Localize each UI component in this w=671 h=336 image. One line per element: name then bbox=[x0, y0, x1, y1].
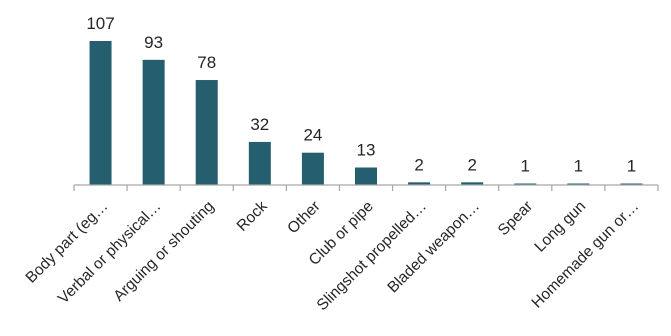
x-tick-labels-layer: Body part (eg…Verbal or physical…Arguing… bbox=[23, 198, 643, 314]
x-tick-label: Verbal or physical… bbox=[55, 198, 164, 307]
bar bbox=[248, 141, 271, 185]
data-labels-layer: 107 93 78 32 24 13 2 2 1 1 1 bbox=[86, 14, 636, 176]
bar bbox=[195, 80, 218, 185]
bar-value-label: 2 bbox=[467, 155, 476, 174]
x-tick-label: Other bbox=[284, 198, 323, 237]
x-tick-label: Homemade gun or… bbox=[529, 198, 643, 312]
bar-value-label: 1 bbox=[521, 157, 530, 176]
bar-value-label: 107 bbox=[86, 14, 114, 33]
x-tick-label: Bladed weapon… bbox=[384, 198, 483, 297]
bar-value-label: 2 bbox=[414, 155, 423, 174]
bar bbox=[142, 59, 165, 185]
bar bbox=[461, 182, 484, 185]
bar bbox=[301, 152, 324, 185]
bar bbox=[567, 183, 590, 185]
bar bbox=[89, 41, 112, 185]
bar bbox=[514, 183, 537, 185]
x-tick-label: Arguing or shouting bbox=[110, 198, 217, 305]
x-axis bbox=[73, 184, 659, 191]
x-tick-label: Spear bbox=[495, 198, 536, 239]
bar-value-label: 78 bbox=[197, 53, 216, 72]
bar-value-label: 13 bbox=[357, 141, 376, 160]
bars-layer bbox=[89, 41, 643, 185]
bar-value-label: 32 bbox=[250, 115, 269, 134]
bar-value-label: 24 bbox=[303, 126, 322, 145]
bar bbox=[355, 167, 377, 185]
x-tick-label: Rock bbox=[234, 198, 271, 235]
bar bbox=[620, 183, 643, 185]
bar-value-label: 1 bbox=[574, 157, 583, 176]
bar bbox=[408, 182, 431, 185]
bar-value-label: 1 bbox=[627, 157, 636, 176]
bar-value-label: 93 bbox=[144, 33, 163, 52]
